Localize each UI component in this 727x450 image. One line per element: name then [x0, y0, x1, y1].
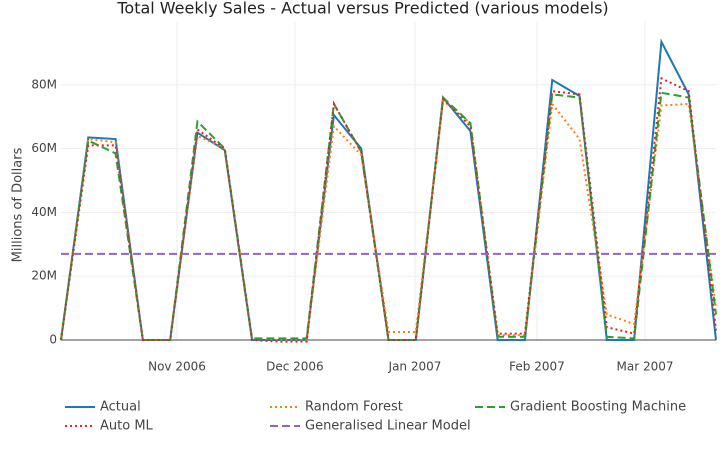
- series-line: [60, 98, 717, 341]
- x-tick-label: Feb 2007: [509, 360, 565, 374]
- series-line: [60, 91, 717, 341]
- legend-label: Auto ML: [100, 419, 154, 434]
- y-tick-label: 80M: [31, 77, 57, 91]
- y-tick-label: 40M: [31, 205, 57, 219]
- legend-label: Actual: [100, 400, 141, 415]
- legend-label: Generalised Linear Model: [305, 419, 471, 434]
- chart-title: Total Weekly Sales - Actual versus Predi…: [116, 0, 608, 18]
- y-tick-label: 20M: [31, 269, 57, 283]
- y-axis-label: Millions of Dollars: [11, 147, 26, 262]
- series-line: [60, 76, 717, 343]
- y-tick-label: 60M: [31, 141, 57, 155]
- x-tick-label: Nov 2006: [148, 360, 206, 374]
- series-line: [60, 38, 717, 341]
- legend-label: Random Forest: [305, 400, 403, 415]
- y-tick-label: 0: [49, 333, 57, 347]
- legend-label: Gradient Boosting Machine: [510, 400, 686, 415]
- x-tick-label: Jan 2007: [388, 360, 442, 374]
- x-tick-label: Mar 2007: [617, 360, 674, 374]
- x-tick-label: Dec 2006: [266, 360, 324, 374]
